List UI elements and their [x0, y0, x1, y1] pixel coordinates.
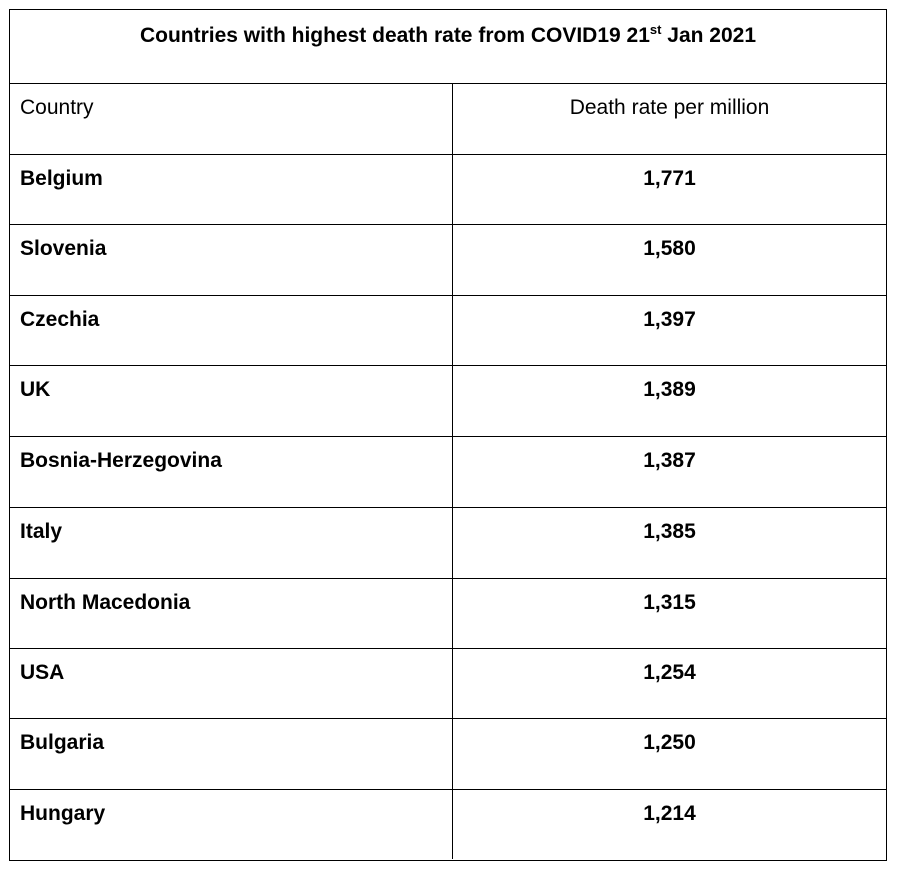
table-title-superscript: st: [649, 22, 662, 37]
death-rate-cell: 1,771: [643, 167, 696, 190]
death-rate-cell: 1,315: [643, 591, 696, 614]
country-cell: North Macedonia: [10, 579, 453, 648]
table-header-row: Country Death rate per million: [10, 84, 886, 155]
table-row: Italy 1,385: [10, 508, 886, 579]
column-header-death-rate: Death rate per million: [569, 96, 770, 119]
death-rate-cell: 1,389: [643, 378, 696, 401]
country-cell: UK: [10, 366, 453, 436]
death-rate-cell: 1,397: [643, 308, 696, 331]
table-row: Belgium 1,771: [10, 155, 886, 225]
table-title-suffix: Jan 2021: [661, 24, 757, 47]
table-row: USA 1,254: [10, 649, 886, 719]
country-cell: Bosnia-Herzegovina: [10, 437, 453, 507]
death-rate-cell: 1,385: [643, 520, 696, 543]
country-cell: Belgium: [10, 155, 453, 224]
death-rate-cell: 1,387: [643, 449, 696, 472]
country-cell: Czechia: [10, 296, 453, 365]
table-row: Bosnia-Herzegovina 1,387: [10, 437, 886, 508]
country-cell: Italy: [10, 508, 453, 578]
country-cell: Hungary: [10, 790, 453, 859]
table-row: Czechia 1,397: [10, 296, 886, 366]
country-cell: USA: [10, 649, 453, 718]
table-row: Bulgaria 1,250: [10, 719, 886, 790]
table-row: Slovenia 1,580: [10, 225, 886, 296]
table-row: North Macedonia 1,315: [10, 579, 886, 649]
country-cell: Bulgaria: [10, 719, 453, 789]
table-row: UK 1,389: [10, 366, 886, 437]
table-title-text: Countries with highest death rate from C…: [139, 24, 650, 47]
table-row: Hungary 1,214: [10, 790, 886, 859]
death-rate-cell: 1,250: [643, 731, 696, 754]
table-title: Countries with highest death rate from C…: [10, 10, 886, 84]
death-rate-cell: 1,214: [643, 802, 696, 825]
death-rate-table: Countries with highest death rate from C…: [9, 9, 887, 861]
column-header-country: Country: [10, 84, 453, 154]
death-rate-cell: 1,254: [643, 661, 696, 684]
death-rate-cell: 1,580: [643, 237, 696, 260]
country-cell: Slovenia: [10, 225, 453, 295]
